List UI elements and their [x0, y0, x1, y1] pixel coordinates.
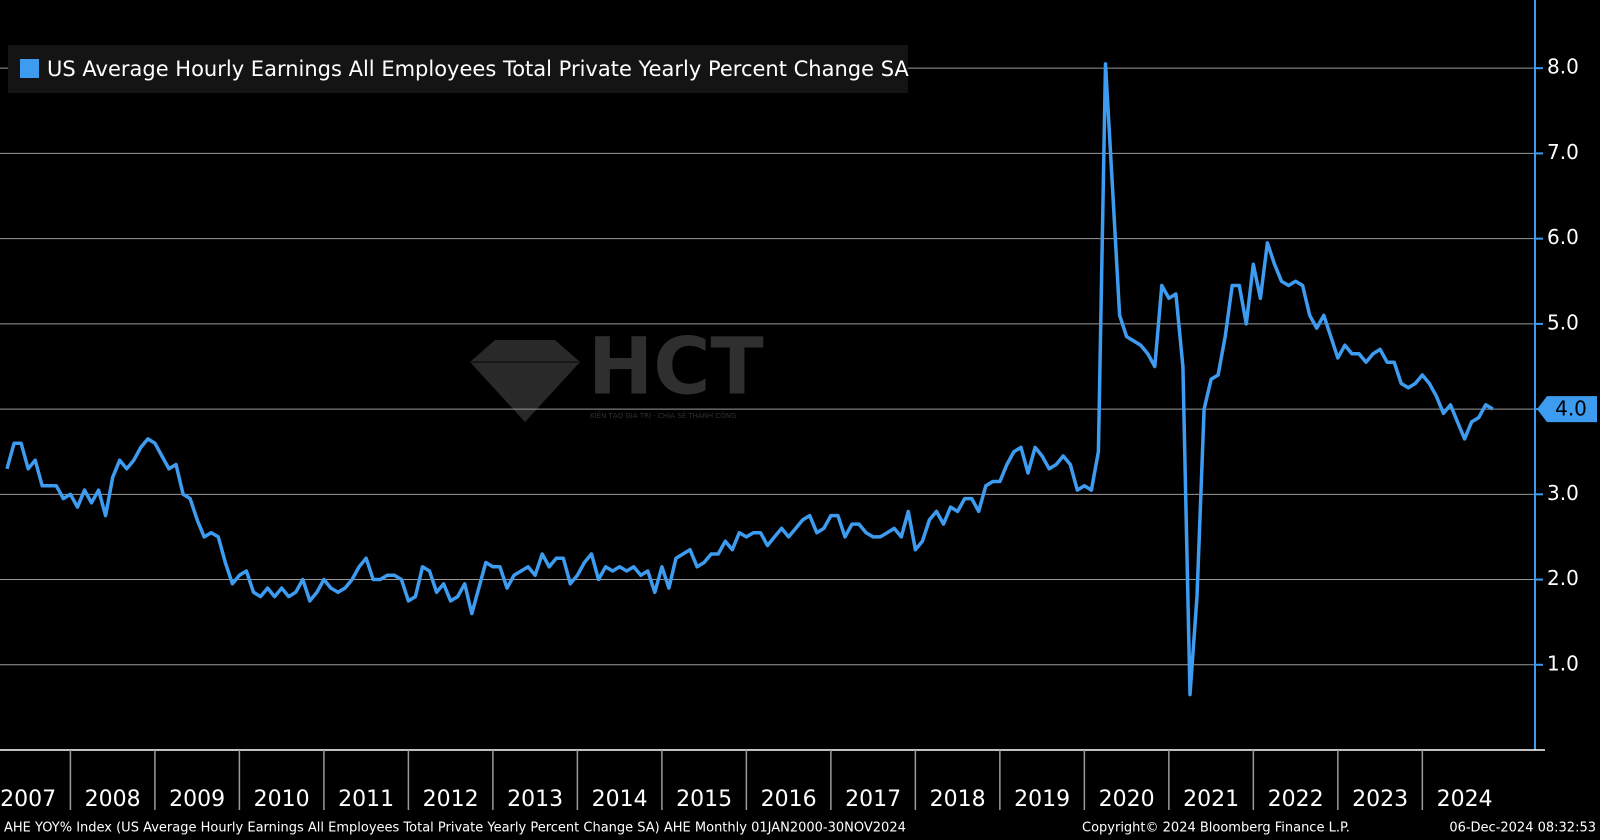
y-tick-label: 5.0 — [1547, 310, 1579, 334]
legend: US Average Hourly Earnings All Employees… — [8, 45, 909, 93]
y-tick-label: 3.0 — [1547, 481, 1579, 505]
x-tick-label: 2007 — [0, 787, 56, 812]
footer-timestamp: 06-Dec-2024 08:32:53 — [1449, 821, 1596, 836]
x-tick-label: 2019 — [1014, 787, 1070, 812]
last-value-box — [1537, 396, 1597, 423]
y-tick-label: 2.0 — [1547, 566, 1579, 590]
plot: 4.0 — [5, 62, 1597, 697]
x-tick-label: 2023 — [1352, 787, 1408, 812]
x-tick-label: 2008 — [85, 787, 141, 812]
x-tick-label: 2014 — [592, 787, 648, 812]
legend-swatch — [20, 59, 39, 78]
y-tick-label: 6.0 — [1547, 225, 1579, 249]
watermark: HCT KIẾN TẠO GIÁ TRỊ - CHIA SẺ THÀNH CÔN… — [470, 322, 764, 422]
x-tick-label: 2017 — [845, 787, 901, 812]
x-tick-label: 2009 — [169, 787, 225, 812]
y-tick-label: 8.0 — [1547, 55, 1579, 79]
watermark-text: HCT — [588, 322, 764, 412]
watermark-logo — [470, 340, 580, 422]
legend-label: US Average Hourly Earnings All Employees… — [47, 57, 909, 81]
x-tick-label: 2020 — [1099, 787, 1155, 812]
x-tick-label: 2012 — [423, 787, 479, 812]
data-line — [5, 62, 1494, 697]
x-tick-label: 2011 — [338, 787, 394, 812]
legend-box — [8, 45, 908, 93]
x-tick-label: 2010 — [254, 787, 310, 812]
y-tick-label: 7.0 — [1547, 140, 1579, 164]
x-tick-label: 2018 — [930, 787, 986, 812]
last-value-label: 4.0 — [1555, 397, 1587, 421]
x-tick-label: 2015 — [676, 787, 732, 812]
y-tick-label: 1.0 — [1547, 651, 1579, 675]
x-tick-label: 2021 — [1183, 787, 1239, 812]
footer-copyright: Copyright© 2024 Bloomberg Finance L.P. — [1082, 821, 1350, 836]
x-tick-label: 2024 — [1437, 787, 1493, 812]
x-tick-label: 2022 — [1268, 787, 1324, 812]
footer-source: AHE YOY% Index (US Average Hourly Earnin… — [4, 821, 906, 836]
x-tick-label: 2013 — [507, 787, 563, 812]
watermark-tagline: KIẾN TẠO GIÁ TRỊ - CHIA SẺ THÀNH CÔNG — [590, 410, 736, 420]
x-tick-label: 2016 — [761, 787, 817, 812]
